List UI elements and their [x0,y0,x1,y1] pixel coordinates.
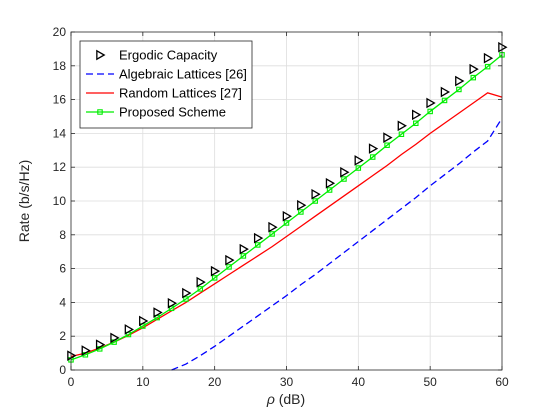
data-point-ergodic-capacity [282,210,293,222]
data-point-proposed-scheme [283,220,290,226]
legend-item-ergodic-capacity: Ergodic Capacity [96,48,218,63]
data-point-proposed-scheme [484,63,491,70]
x-tick-label: 30 [280,375,294,389]
x-tick-label: 40 [352,375,366,389]
data-point-proposed-scheme [355,165,362,171]
data-point-ergodic-capacity [297,199,307,211]
data-point-proposed-scheme [427,108,433,115]
legend-swatch-marker [97,109,103,115]
legend-swatch-marker [96,49,106,61]
data-point-proposed-scheme [441,97,448,104]
data-point-ergodic-capacity [397,120,407,132]
y-tick-label: 2 [59,329,66,343]
x-tick-label: 20 [208,375,222,389]
data-point-ergodic-capacity [225,254,235,266]
data-point-ergodic-capacity [67,350,77,361]
data-point-ergodic-capacity [383,132,393,143]
data-point-ergodic-capacity [210,265,221,277]
data-point-ergodic-capacity [124,324,134,335]
x-axis-label-symbol: ρ [266,391,275,407]
data-point-proposed-scheme [341,176,347,182]
data-point-ergodic-capacity [340,166,350,178]
data-point-proposed-scheme [197,286,204,292]
data-point-ergodic-capacity [239,243,249,255]
data-point-proposed-scheme [298,209,304,215]
data-point-ergodic-capacity [268,221,278,233]
data-point-ergodic-capacity [139,315,149,327]
x-tick-label: 0 [68,375,75,389]
data-point-ergodic-capacity [153,307,163,318]
series-ergodic-capacity [67,41,508,361]
data-point-proposed-scheme [470,74,477,81]
data-point-ergodic-capacity [498,41,508,53]
legend-label: Random Lattices [27] [119,86,242,101]
data-point-proposed-scheme [255,242,261,248]
y-tick-label: 0 [59,363,66,377]
axis-ticks: 0 10 20 30 40 50 60 0 2 4 6 8 10 12 14 16 18 20 [53,25,509,389]
data-point-ergodic-capacity [95,339,106,350]
data-point-ergodic-capacity [368,143,379,154]
legend-label: Proposed Scheme [119,105,226,120]
y-tick-label: 16 [53,93,67,107]
legend-item-algebraic-lattices-26: Algebraic Lattices [26] [86,67,247,82]
data-point-ergodic-capacity [110,332,120,344]
data-point-ergodic-capacity [412,109,422,121]
series-layer [67,41,508,371]
data-point-ergodic-capacity [325,177,336,189]
y-axis-label: Rate (b/s/Hz) [16,160,32,242]
data-point-ergodic-capacity [253,232,264,244]
data-point-ergodic-capacity [81,345,91,356]
legend-item-random-lattices-27: Random Lattices [27] [86,86,242,101]
data-point-ergodic-capacity [469,63,479,75]
legend: Ergodic Capacity Algebraic Lattices [26] R… [79,40,253,129]
y-tick-label: 18 [53,59,67,73]
x-tick-label: 60 [495,375,509,389]
data-point-ergodic-capacity [167,297,178,309]
y-tick-label: 14 [53,126,67,140]
data-point-proposed-scheme [398,131,405,137]
legend-item-proposed-scheme: Proposed Scheme [86,105,226,120]
series-line-algebraic-lattices-26 [171,117,503,371]
x-tick-label: 50 [423,375,437,389]
data-point-proposed-scheme [456,86,462,93]
y-tick-label: 10 [53,194,67,208]
data-point-proposed-scheme [326,187,333,193]
series-line-proposed-scheme [70,54,503,361]
y-tick-label: 8 [59,228,66,242]
y-tick-label: 12 [53,160,67,174]
data-point-proposed-scheme [211,275,218,281]
data-point-proposed-scheme [384,142,390,148]
x-tick-label: 10 [136,375,150,389]
data-point-ergodic-capacity [455,75,465,87]
data-point-proposed-scheme [312,198,318,204]
data-point-ergodic-capacity [426,97,436,109]
legend-box [79,40,253,129]
data-point-ergodic-capacity [196,276,206,288]
legend-label: Algebraic Lattices [26] [119,67,247,82]
data-point-ergodic-capacity [311,188,321,200]
data-point-ergodic-capacity [354,155,364,166]
y-tick-label: 6 [59,262,66,276]
data-point-proposed-scheme [413,120,419,127]
x-axis-label: ρ (dB) [266,391,305,407]
data-point-ergodic-capacity [440,86,451,98]
data-point-proposed-scheme [226,264,232,270]
data-point-proposed-scheme [369,154,376,160]
data-point-proposed-scheme [269,231,275,237]
y-tick-label: 4 [59,295,66,309]
legend-label: Ergodic Capacity [119,48,218,63]
data-point-proposed-scheme [183,296,189,302]
x-axis-label-unit: (dB) [275,391,305,407]
data-point-ergodic-capacity [483,52,494,64]
data-point-proposed-scheme [240,253,247,259]
series-algebraic-lattices-26 [171,117,503,371]
y-tick-label: 20 [53,25,67,39]
data-point-ergodic-capacity [182,287,192,299]
